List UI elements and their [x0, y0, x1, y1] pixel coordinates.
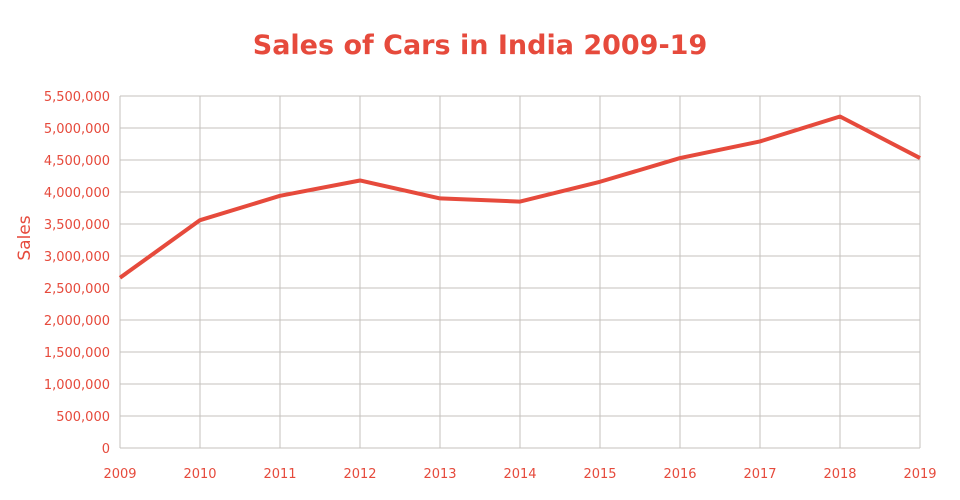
x-tick-label: 2016: [663, 467, 696, 482]
y-tick-label: 2,500,000: [44, 282, 110, 297]
x-tick-label: 2014: [503, 467, 536, 482]
x-tick-label: 2012: [343, 467, 376, 482]
y-tick-label: 3,000,000: [44, 250, 110, 265]
y-tick-label: 2,000,000: [44, 314, 110, 329]
x-tick-label: 2019: [903, 467, 936, 482]
y-tick-label: 5,500,000: [44, 90, 110, 105]
x-axis-ticks: 2009 2010 2011 2012 2013 2014 2015 2016 2017 2018…: [103, 467, 936, 482]
y-tick-label: 4,500,000: [44, 154, 110, 169]
y-tick-label: 5,000,000: [44, 122, 110, 137]
y-tick-label: 1,000,000: [44, 378, 110, 393]
series: [118, 114, 921, 280]
grid: [119, 95, 921, 449]
y-tick-label: 500,000: [56, 410, 110, 425]
y-tick-label: 0: [102, 442, 110, 457]
y-axis-ticks: 0 500,000 1,000,000 1,500,000 2,000,000 2,500…: [44, 90, 110, 457]
y-tick-label: 3,500,000: [44, 218, 110, 233]
x-tick-label: 2009: [103, 467, 136, 482]
chart-title: Sales of Cars in India 2009-19: [253, 30, 708, 61]
y-tick-label: 4,000,000: [44, 186, 110, 201]
x-tick-label: 2015: [583, 467, 616, 482]
x-tick-label: 2018: [823, 467, 856, 482]
x-tick-label: 2017: [743, 467, 776, 482]
x-tick-label: 2013: [423, 467, 456, 482]
y-axis-label: Sales: [15, 215, 35, 260]
x-tick-label: 2011: [263, 467, 296, 482]
x-tick-label: 2010: [183, 467, 216, 482]
y-tick-label: 1,500,000: [44, 346, 110, 361]
